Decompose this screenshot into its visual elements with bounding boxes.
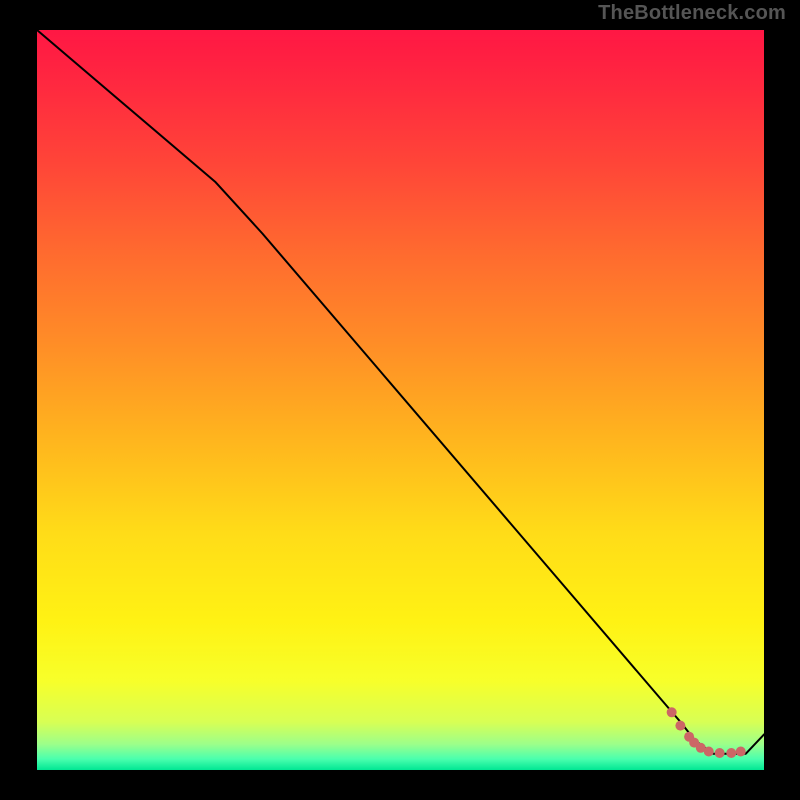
data-marker xyxy=(736,747,746,757)
chart-container: TheBottleneck.com xyxy=(0,0,800,800)
data-marker xyxy=(667,707,677,717)
data-marker xyxy=(715,748,725,758)
data-marker xyxy=(726,748,736,758)
data-marker xyxy=(704,747,714,757)
bottleneck-chart xyxy=(0,0,800,800)
plot-background xyxy=(37,30,764,770)
watermark-text: TheBottleneck.com xyxy=(598,2,786,25)
data-marker xyxy=(675,721,685,731)
